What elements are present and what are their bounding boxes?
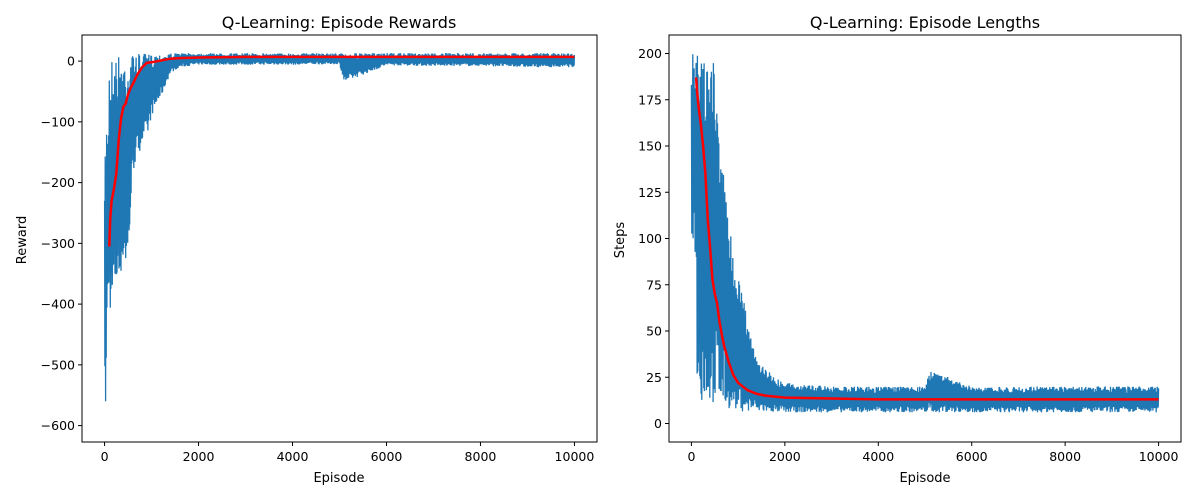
lengths-plot: Q-Learning: Episode Lengths 0 2000 4000 600… [613,13,1182,486]
rewards-y-tick-label: −600 [41,418,75,433]
rewards-x-tick-label: 4000 [277,449,309,464]
lengths-x-ticks: 0 2000 4000 6000 8000 10000 [687,442,1179,464]
lengths-x-tick-label: 4000 [862,449,894,464]
rewards-y-tick-label: −100 [41,114,75,129]
rewards-moving-average-line [108,55,575,247]
rewards-y-tick-label: −400 [41,297,75,312]
rewards-y-tick-label: 0 [67,54,75,69]
rewards-y-axis-label: Reward [15,216,30,264]
lengths-y-tick-label: 200 [638,46,662,61]
lengths-x-axis-label: Episode [899,471,950,486]
rewards-x-tick-label: 2000 [183,449,215,464]
lengths-chart-title: Q-Learning: Episode Lengths [810,13,1040,32]
lengths-raw-line [690,54,1160,413]
rewards-x-tick-label: 8000 [465,449,497,464]
lengths-x-tick-label: 8000 [1049,449,1081,464]
rewards-y-ticks: −600 −500 −400 −300 −200 −100 0 [41,54,82,433]
rewards-x-tick-label: 10000 [555,449,595,464]
rewards-axes-frame [81,34,598,443]
rewards-x-tick-label: 0 [101,449,109,464]
lengths-y-tick-label: 50 [646,324,662,339]
rewards-plot: Q-Learning: Episode Rewards 0 2000 4000 600… [15,13,598,486]
lengths-y-tick-label: 75 [646,277,662,292]
lengths-y-tick-label: 125 [638,185,662,200]
lengths-y-ticks: 0 25 50 75 100 125 150 175 200 [638,46,669,431]
lengths-y-axis-label: Steps [613,222,628,259]
lengths-y-tick-label: 0 [654,416,662,431]
lengths-axes-frame [668,34,1182,443]
rewards-chart-title: Q-Learning: Episode Rewards [222,13,457,32]
rewards-raw-series [103,53,576,402]
rewards-y-tick-label: −200 [41,175,75,190]
lengths-y-tick-label: 100 [638,231,662,246]
lengths-x-tick-label: 6000 [956,449,988,464]
lengths-y-tick-label: 175 [638,92,662,107]
lengths-x-tick-label: 10000 [1139,449,1179,464]
rewards-x-ticks: 0 2000 4000 6000 8000 10000 [101,442,595,464]
lengths-x-tick-label: 0 [687,449,695,464]
rewards-x-tick-label: 6000 [371,449,403,464]
lengths-y-tick-label: 150 [638,139,662,154]
rewards-y-tick-label: −300 [41,236,75,251]
lengths-x-tick-label: 2000 [769,449,801,464]
rewards-y-tick-label: −500 [41,357,75,372]
rewards-moving-average-series [108,55,575,247]
lengths-raw-series [690,54,1160,413]
lengths-y-tick-label: 25 [646,370,662,385]
rewards-x-axis-label: Episode [313,471,364,486]
rewards-raw-line [103,53,576,402]
lengths-moving-average-series [694,77,1159,401]
lengths-moving-average-line [694,77,1159,401]
